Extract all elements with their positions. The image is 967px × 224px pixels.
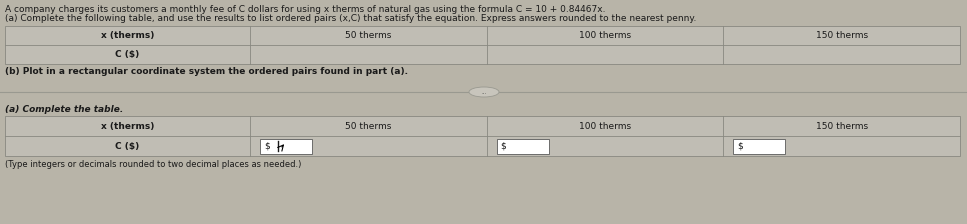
Text: $: $ (264, 142, 270, 151)
Text: 100 therms: 100 therms (579, 121, 631, 131)
Text: 150 therms: 150 therms (815, 121, 867, 131)
Text: 100 therms: 100 therms (579, 31, 631, 40)
Bar (733, 138, 785, 153)
Bar (497, 138, 548, 153)
Text: $: $ (501, 142, 507, 151)
Text: C ($): C ($) (115, 142, 139, 151)
Text: 50 therms: 50 therms (345, 121, 392, 131)
Text: ...: ... (482, 90, 486, 95)
Text: (a) Complete the following table, and use the results to list ordered pairs (x,C: (a) Complete the following table, and us… (5, 14, 696, 23)
Text: 150 therms: 150 therms (815, 31, 867, 40)
Ellipse shape (469, 87, 499, 97)
Text: (b) Plot in a rectangular coordinate system the ordered pairs found in part (a).: (b) Plot in a rectangular coordinate sys… (5, 67, 408, 76)
Bar (260, 138, 312, 153)
Bar (5, 116, 960, 156)
Text: x (therms): x (therms) (101, 121, 154, 131)
Text: $: $ (737, 142, 743, 151)
Text: C ($): C ($) (115, 50, 139, 59)
Text: (a) Complete the table.: (a) Complete the table. (5, 105, 123, 114)
Bar (5, 26, 960, 64)
Text: x (therms): x (therms) (101, 31, 154, 40)
Text: (Type integers or decimals rounded to two decimal places as needed.): (Type integers or decimals rounded to tw… (5, 160, 302, 169)
Text: A company charges its customers a monthly fee of C dollars for using x therms of: A company charges its customers a monthl… (5, 5, 605, 14)
Text: 50 therms: 50 therms (345, 31, 392, 40)
